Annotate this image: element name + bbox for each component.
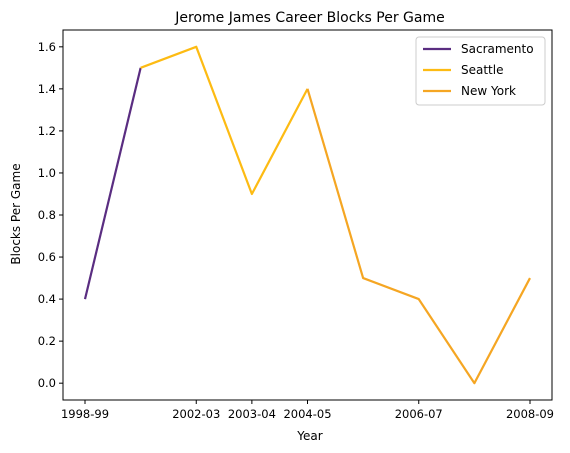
x-tick-label: 2002-03	[172, 407, 220, 421]
legend-box	[415, 36, 546, 106]
x-tick-label: 2004-05	[283, 407, 331, 421]
y-tick-label: 1.2	[38, 124, 56, 138]
y-tick-label: 0.0	[38, 376, 56, 390]
x-tick-label: 2008-09	[506, 407, 554, 421]
series-line-seattle	[140, 45, 309, 196]
y-tick-label: 0.8	[38, 208, 56, 222]
x-tick-label: 2006-07	[395, 407, 443, 421]
y-tick-label: 0.4	[38, 292, 56, 306]
chart-title: Jerome James Career Blocks Per Game	[174, 10, 444, 26]
axes: 0.0 0.2 0.4 0.6 0.8 1.0 1.2 1.4 1.6 1998-99 2002-0…	[38, 29, 554, 421]
series-line-new-york	[306, 88, 531, 385]
y-tick-label: 1.4	[38, 82, 56, 96]
y-tick-label: 1.0	[38, 166, 56, 180]
y-tick-label: 0.2	[38, 334, 56, 348]
y-tick-label: 1.6	[38, 40, 56, 54]
x-axis-label: Year	[296, 429, 322, 443]
series-line-sacramento	[83, 67, 142, 300]
x-tick-label: 1998-99	[61, 407, 109, 421]
legend-label: Seattle	[461, 63, 503, 77]
legend-label: New York	[461, 84, 516, 98]
y-tick-label: 0.6	[38, 250, 56, 264]
plot-area	[83, 45, 531, 385]
legend: Sacramento Seattle New York	[415, 36, 546, 106]
legend-label: Sacramento	[461, 42, 534, 56]
y-axis-label: Blocks Per Game	[9, 163, 23, 264]
x-tick-label: 2003-04	[228, 407, 276, 421]
